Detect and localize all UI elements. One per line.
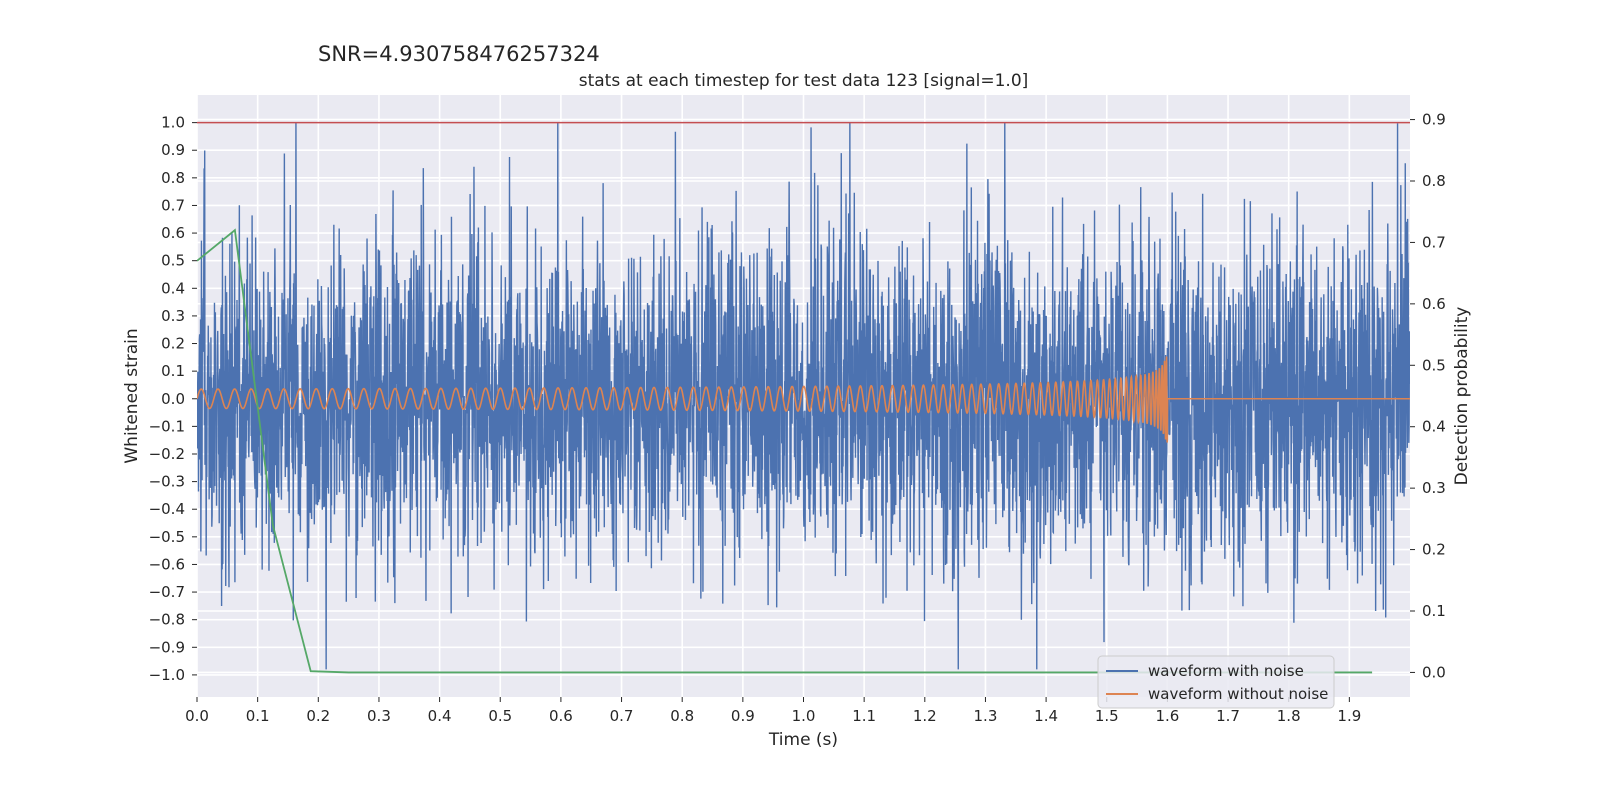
y-tick-label: 0.6: [161, 224, 185, 242]
y-tick-label: 0.3: [161, 307, 185, 325]
y2-tick-label: 0.7: [1422, 233, 1446, 251]
chirp-line: [197, 356, 1410, 443]
x-tick-label: 1.6: [1155, 707, 1179, 725]
x-tick-label: 1.9: [1337, 707, 1361, 725]
y-tick-label: 0.2: [161, 335, 185, 353]
y2-tick-label: 0.1: [1422, 602, 1446, 620]
x-tick-label: 0.0: [185, 707, 209, 725]
y-tick-label: −0.7: [149, 583, 185, 601]
legend: waveform with noise waveform without noi…: [1097, 655, 1335, 709]
series-waveform-without-noise: [197, 356, 1410, 443]
y-tick-label: −0.4: [149, 500, 185, 518]
y-tick-label: −0.5: [149, 528, 185, 546]
y2-tick-label: 0.9: [1422, 111, 1446, 129]
y2-tick-label: 0.6: [1422, 295, 1446, 313]
y-tick-label: −0.6: [149, 555, 185, 573]
noise-line: [197, 122, 1410, 670]
ticks: 0.0 0.1 0.2 0.3 0.4 0.5 0.6 0.7 0.8 0.9 1.0 1.1 1.2 1…: [149, 111, 1446, 725]
y-tick-label: −0.1: [149, 417, 185, 435]
y-tick-label: −1.0: [149, 666, 185, 684]
x-tick-label: 1.2: [913, 707, 937, 725]
y-tick-label: −0.8: [149, 611, 185, 629]
x-tick-label: 0.8: [670, 707, 694, 725]
x-tick-label: 0.3: [367, 707, 391, 725]
y-tick-label: 0.5: [161, 252, 185, 270]
x-tick-label: 0.9: [731, 707, 755, 725]
x-tick-label: 1.3: [974, 707, 998, 725]
y2-axis-label: Detection probability: [1452, 307, 1472, 486]
legend-label-chirp: waveform without noise: [1148, 685, 1328, 703]
x-tick-label: 0.7: [610, 707, 634, 725]
y2-tick-label: 0.0: [1422, 663, 1446, 681]
suptitle: SNR=4.930758476257324: [318, 42, 600, 66]
y-tick-label: 0.1: [161, 362, 185, 380]
y2-tick-label: 0.5: [1422, 356, 1446, 374]
y-tick-label: −0.2: [149, 445, 185, 463]
x-tick-label: 1.8: [1277, 707, 1301, 725]
y-tick-label: 0.8: [161, 169, 185, 187]
y-tick-label: 1.0: [161, 114, 185, 132]
x-tick-label: 1.1: [852, 707, 876, 725]
y-tick-label: 0.4: [161, 279, 185, 297]
y-tick-label: 0.9: [161, 141, 185, 159]
x-tick-label: 0.1: [246, 707, 270, 725]
y-tick-label: −0.3: [149, 473, 185, 491]
x-axis-label: Time (s): [768, 730, 838, 750]
y2-tick-label: 0.3: [1422, 479, 1446, 497]
x-tick-label: 1.0: [792, 707, 816, 725]
x-tick-label: 1.7: [1216, 707, 1240, 725]
x-tick-label: 0.2: [306, 707, 330, 725]
legend-label-noise: waveform with noise: [1148, 662, 1304, 680]
x-tick-label: 0.4: [428, 707, 452, 725]
y2-tick-label: 0.8: [1422, 172, 1446, 190]
y-tick-label: 0.7: [161, 196, 185, 214]
y2-tick-label: 0.4: [1422, 418, 1446, 436]
x-tick-label: 0.6: [549, 707, 573, 725]
x-tick-label: 1.4: [1034, 707, 1058, 725]
chart-title: stats at each timestep for test data 123…: [579, 71, 1029, 91]
x-tick-label: 1.5: [1095, 707, 1119, 725]
y-axis-label: Whitened strain: [122, 328, 142, 463]
y2-tick-label: 0.2: [1422, 541, 1446, 559]
y-tick-label: 0.0: [161, 390, 185, 408]
series-waveform-with-noise: [197, 122, 1410, 670]
legend-box: [1097, 655, 1335, 709]
y-tick-label: −0.9: [149, 638, 185, 656]
x-tick-label: 0.5: [488, 707, 512, 725]
